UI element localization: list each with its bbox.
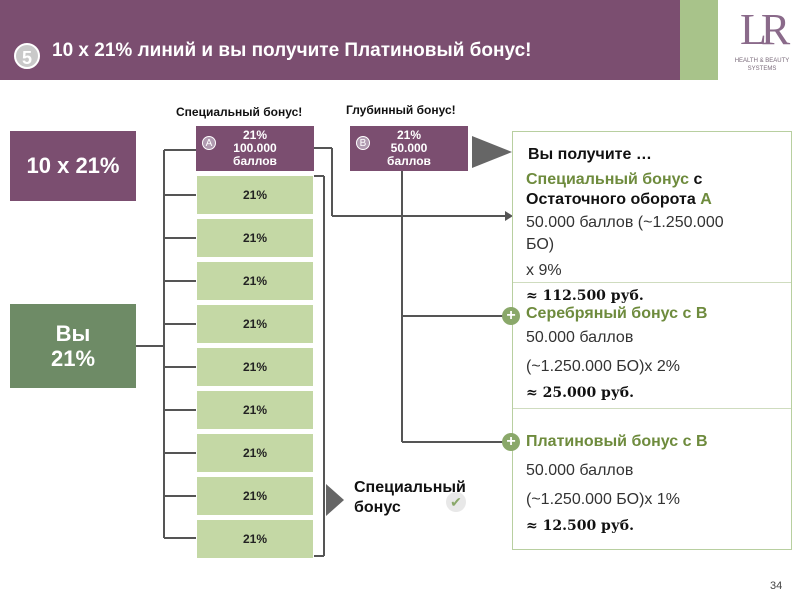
box-a-points: 100.000 <box>233 141 277 155</box>
s2-result: ≈ 25.000 руб. <box>526 385 635 401</box>
line-cell-6: 21% <box>196 390 314 430</box>
line-cell-8: 21% <box>196 476 314 516</box>
plus-icon: + <box>502 307 520 325</box>
line-cell-1: 21% <box>196 175 314 215</box>
s2-line1: 50.000 баллов <box>526 329 634 346</box>
result-panel <box>512 131 792 550</box>
box-a: 21% 100.000 баллов <box>196 126 314 171</box>
header-stripe <box>680 0 718 80</box>
s1-title-line1: Специальный бонус с <box>526 171 702 189</box>
s3-line2: (~1.250.000 БО)x 1% <box>526 491 680 508</box>
tag-b: B <box>356 136 370 150</box>
deep-bonus-label: Глубинный бонус! <box>346 103 456 117</box>
step-number-badge: 5 <box>14 43 40 69</box>
s1-title-a: Специальный бонус <box>526 171 690 188</box>
slide-title: 10 x 21% линий и вы получите Платиновый … <box>52 40 532 61</box>
tag-a: A <box>202 136 216 150</box>
line-cell-3: 21% <box>196 261 314 301</box>
arrow-to-panel <box>472 136 512 168</box>
panel-divider-2 <box>513 408 791 409</box>
box-b: 21% 50.000 баллов <box>350 126 468 171</box>
you-label: Вы <box>55 321 91 346</box>
s1-title-b: с <box>689 171 703 188</box>
line-cell-2: 21% <box>196 218 314 258</box>
s1-line2: БО) <box>526 236 555 253</box>
line-cell-9: 21% <box>196 519 314 559</box>
special-bonus-label: Специальный бонус! <box>176 105 303 119</box>
line-cell-7: 21% <box>196 433 314 473</box>
s1-title-d: А <box>700 191 712 208</box>
checkmark-icon: ✔ <box>446 492 466 512</box>
you-21-box: Вы 21% <box>10 304 136 388</box>
s1-title-line2: Остаточного оборота А <box>526 191 712 209</box>
s1-line3: x 9% <box>526 262 562 279</box>
box-a-unit: баллов <box>233 154 277 168</box>
arrow-to-special-bonus <box>326 484 344 516</box>
box-b-percent: 21% <box>396 128 422 142</box>
lr-logo: LR <box>740 5 790 54</box>
s3-result: ≈ 12.500 руб. <box>526 518 635 534</box>
logo-panel <box>718 0 800 80</box>
s1-result: ≈ 112.500 руб. <box>526 288 644 304</box>
box-b-unit: баллов <box>387 154 431 168</box>
s3-line1: 50.000 баллов <box>526 462 634 479</box>
plus-icon: + <box>502 433 520 451</box>
s3-title: Платиновый бонус с В <box>526 433 708 450</box>
line-cell-4: 21% <box>196 304 314 344</box>
you-percent: 21% <box>50 346 96 371</box>
special-bonus-bottom: Специальный бонус <box>354 478 466 518</box>
s2-title: Серебряный бонус с В <box>526 305 708 322</box>
box-b-points: 50.000 <box>390 141 428 155</box>
s1-title-c: Остаточного оборота <box>526 191 701 208</box>
header-bar <box>0 0 718 80</box>
special-bonus-line2: бонус <box>354 499 401 516</box>
panel-divider-1 <box>513 282 791 283</box>
logo-tagline: HEALTH & BEAUTY SYSTEMS <box>734 58 790 72</box>
panel-heading: Вы получите … <box>528 146 652 163</box>
line-cell-5: 21% <box>196 347 314 387</box>
ten-lines-box: 10 x 21% <box>10 131 136 201</box>
page-number: 34 <box>770 580 783 592</box>
s2-line2: (~1.250.000 БО)x 2% <box>526 358 680 375</box>
box-a-percent: 21% <box>242 128 268 142</box>
special-bonus-line1: Специальный <box>354 479 466 496</box>
s1-line1: 50.000 баллов (~1.250.000 <box>526 214 724 231</box>
